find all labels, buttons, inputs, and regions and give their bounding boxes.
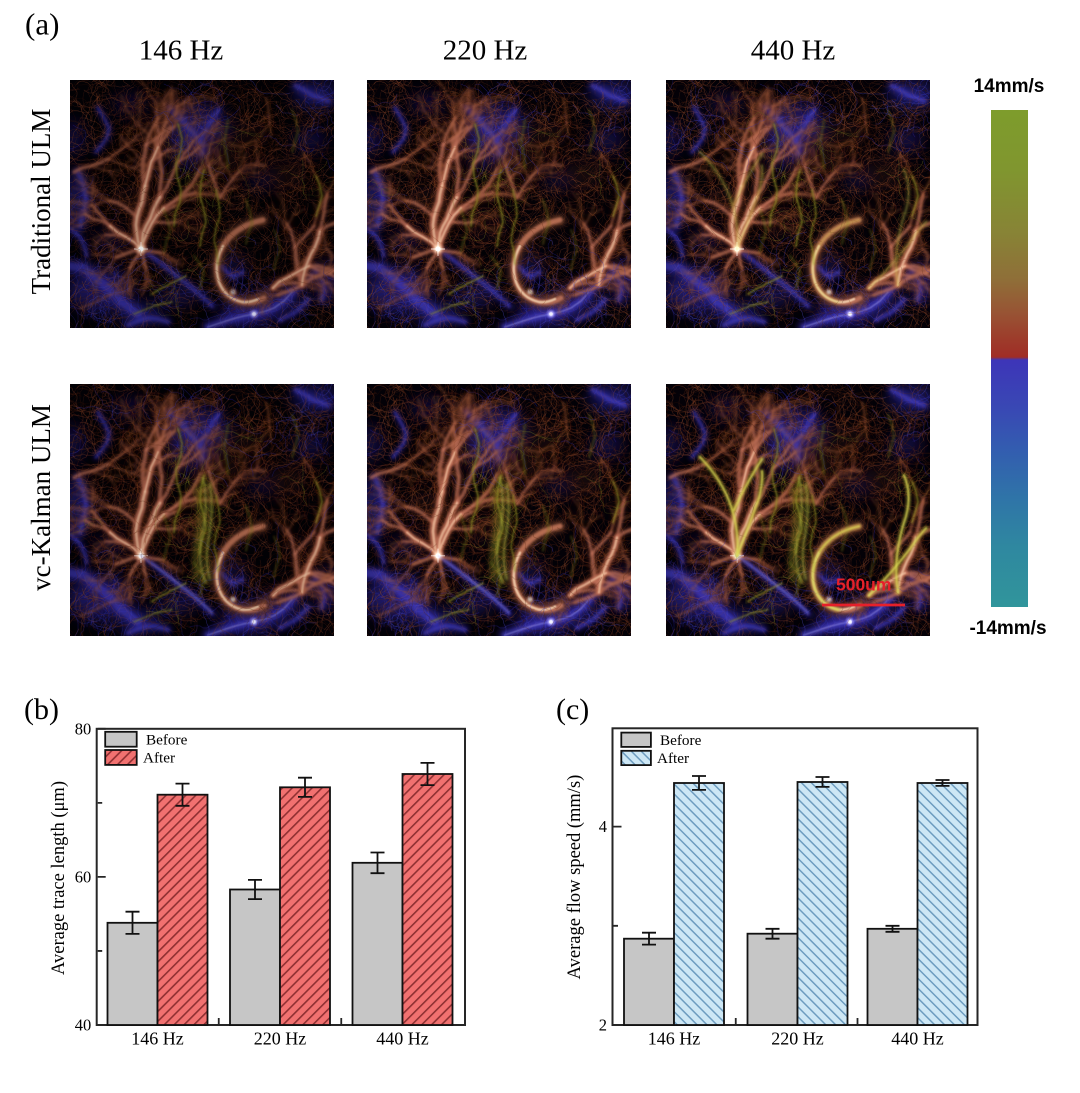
svg-text:Traditional ULM: Traditional ULM <box>26 109 56 295</box>
svg-text:-14mm/s: -14mm/s <box>969 618 1046 639</box>
svg-text:440 Hz: 440 Hz <box>891 1029 944 1049</box>
svg-text:146 Hz: 146 Hz <box>139 35 224 67</box>
svg-text:14mm/s: 14mm/s <box>974 76 1045 97</box>
svg-text:440 Hz: 440 Hz <box>751 35 836 67</box>
svg-text:146 Hz: 146 Hz <box>648 1029 701 1049</box>
svg-text:Average flow speed (mm/s): Average flow speed (mm/s) <box>565 775 585 980</box>
svg-text:220 Hz: 220 Hz <box>254 1029 307 1049</box>
svg-text:4: 4 <box>599 817 607 836</box>
svg-text:Before: Before <box>146 731 188 748</box>
svg-text:220 Hz: 220 Hz <box>443 35 528 67</box>
svg-text:(a): (a) <box>25 7 59 42</box>
svg-text:(c): (c) <box>556 693 589 726</box>
svg-text:After: After <box>657 750 689 767</box>
svg-text:220 Hz: 220 Hz <box>771 1029 824 1049</box>
svg-text:2: 2 <box>599 1016 607 1035</box>
svg-text:60: 60 <box>75 867 92 886</box>
svg-text:440 Hz: 440 Hz <box>376 1029 429 1049</box>
svg-text:After: After <box>143 750 175 767</box>
svg-text:146 Hz: 146 Hz <box>131 1029 184 1049</box>
svg-text:vc-Kalman ULM: vc-Kalman ULM <box>26 404 56 591</box>
svg-text:Average trace length (μm): Average trace length (μm) <box>49 781 69 975</box>
svg-text:Before: Before <box>660 732 702 749</box>
svg-text:80: 80 <box>75 719 92 738</box>
svg-text:(b): (b) <box>24 693 59 726</box>
svg-text:500um: 500um <box>836 574 891 594</box>
svg-text:40: 40 <box>75 1016 92 1035</box>
